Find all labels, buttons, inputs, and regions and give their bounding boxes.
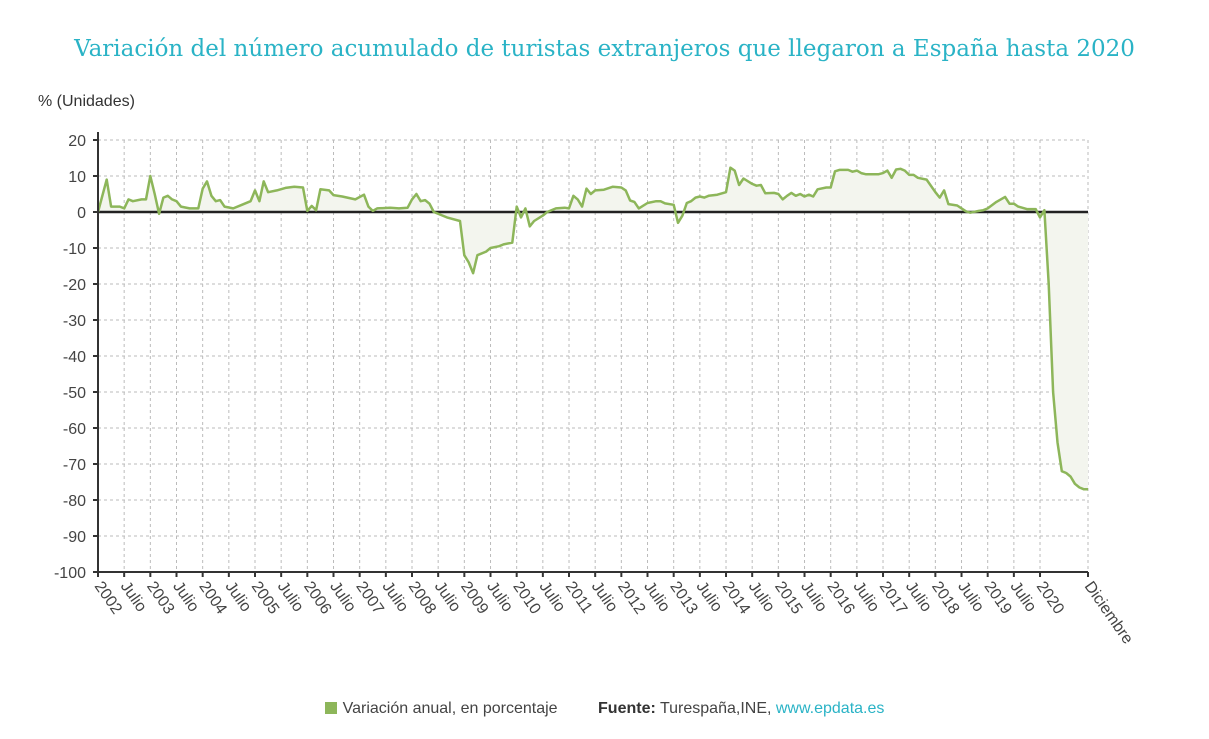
y-tick-label: -50 xyxy=(63,385,86,402)
source-link[interactable]: www.epdata.es xyxy=(775,700,885,717)
x-tick-label: 2006 xyxy=(300,579,334,618)
x-tick-label: 2003 xyxy=(143,579,177,618)
y-tick-label: -90 xyxy=(63,529,86,546)
source: Fuente: Turespaña,INE, www.epdata.es xyxy=(598,700,884,717)
x-tick-label: 2008 xyxy=(405,579,439,618)
series-area xyxy=(98,167,1088,490)
legend-series-label: Variación anual, en porcentaje xyxy=(342,700,558,717)
x-tick-label: 2014 xyxy=(719,579,753,618)
x-tick-label: 2010 xyxy=(509,579,543,618)
x-tick-label: 2017 xyxy=(876,579,910,618)
x-tick-label: 2004 xyxy=(195,579,229,618)
x-tick-label: 2015 xyxy=(771,579,805,618)
y-tick-label: -10 xyxy=(63,241,86,258)
x-tick-label: 2019 xyxy=(980,579,1014,618)
x-tick-label: Diciembre xyxy=(1081,579,1136,648)
y-tick-label: -40 xyxy=(63,349,86,366)
y-tick-label: 0 xyxy=(77,205,86,222)
y-axis-label: % (Unidades) xyxy=(38,93,135,110)
x-tick-label: 2012 xyxy=(614,579,648,618)
x-tick-label: 2002 xyxy=(91,579,125,618)
x-tick-label: 2009 xyxy=(457,579,491,618)
x-tick-label: 2020 xyxy=(1033,579,1067,618)
legend-swatch xyxy=(324,702,337,714)
y-tick-label: -20 xyxy=(63,277,86,294)
x-tick-label: 2011 xyxy=(562,579,596,617)
legend: Variación anual, en porcentaje Fuente: T… xyxy=(0,700,1209,718)
x-tick-label: 2013 xyxy=(666,579,700,618)
y-tick-label: 10 xyxy=(68,169,86,186)
x-tick-label: 2016 xyxy=(823,579,857,618)
y-tick-label: -80 xyxy=(63,493,86,510)
y-tick-label: 20 xyxy=(68,133,86,150)
y-tick-label: -100 xyxy=(54,565,86,582)
y-tick-label: -60 xyxy=(63,421,86,438)
x-tick-label: 2005 xyxy=(248,579,282,618)
x-tick-label: 2018 xyxy=(928,579,962,618)
source-text: Turespaña,INE, xyxy=(659,700,776,717)
x-tick-label: Julio xyxy=(588,579,621,616)
source-label: Fuente: xyxy=(598,700,656,717)
y-tick-label: -30 xyxy=(63,313,86,330)
x-tick-label: 2007 xyxy=(352,579,386,618)
series-line xyxy=(96,166,1088,491)
chart-title: Variación del número acumulado de turist… xyxy=(74,36,1135,62)
chart: 20100-10-20-30-40-50-60-70-80-90-1002002… xyxy=(54,132,1136,648)
y-tick-label: -70 xyxy=(63,457,86,474)
